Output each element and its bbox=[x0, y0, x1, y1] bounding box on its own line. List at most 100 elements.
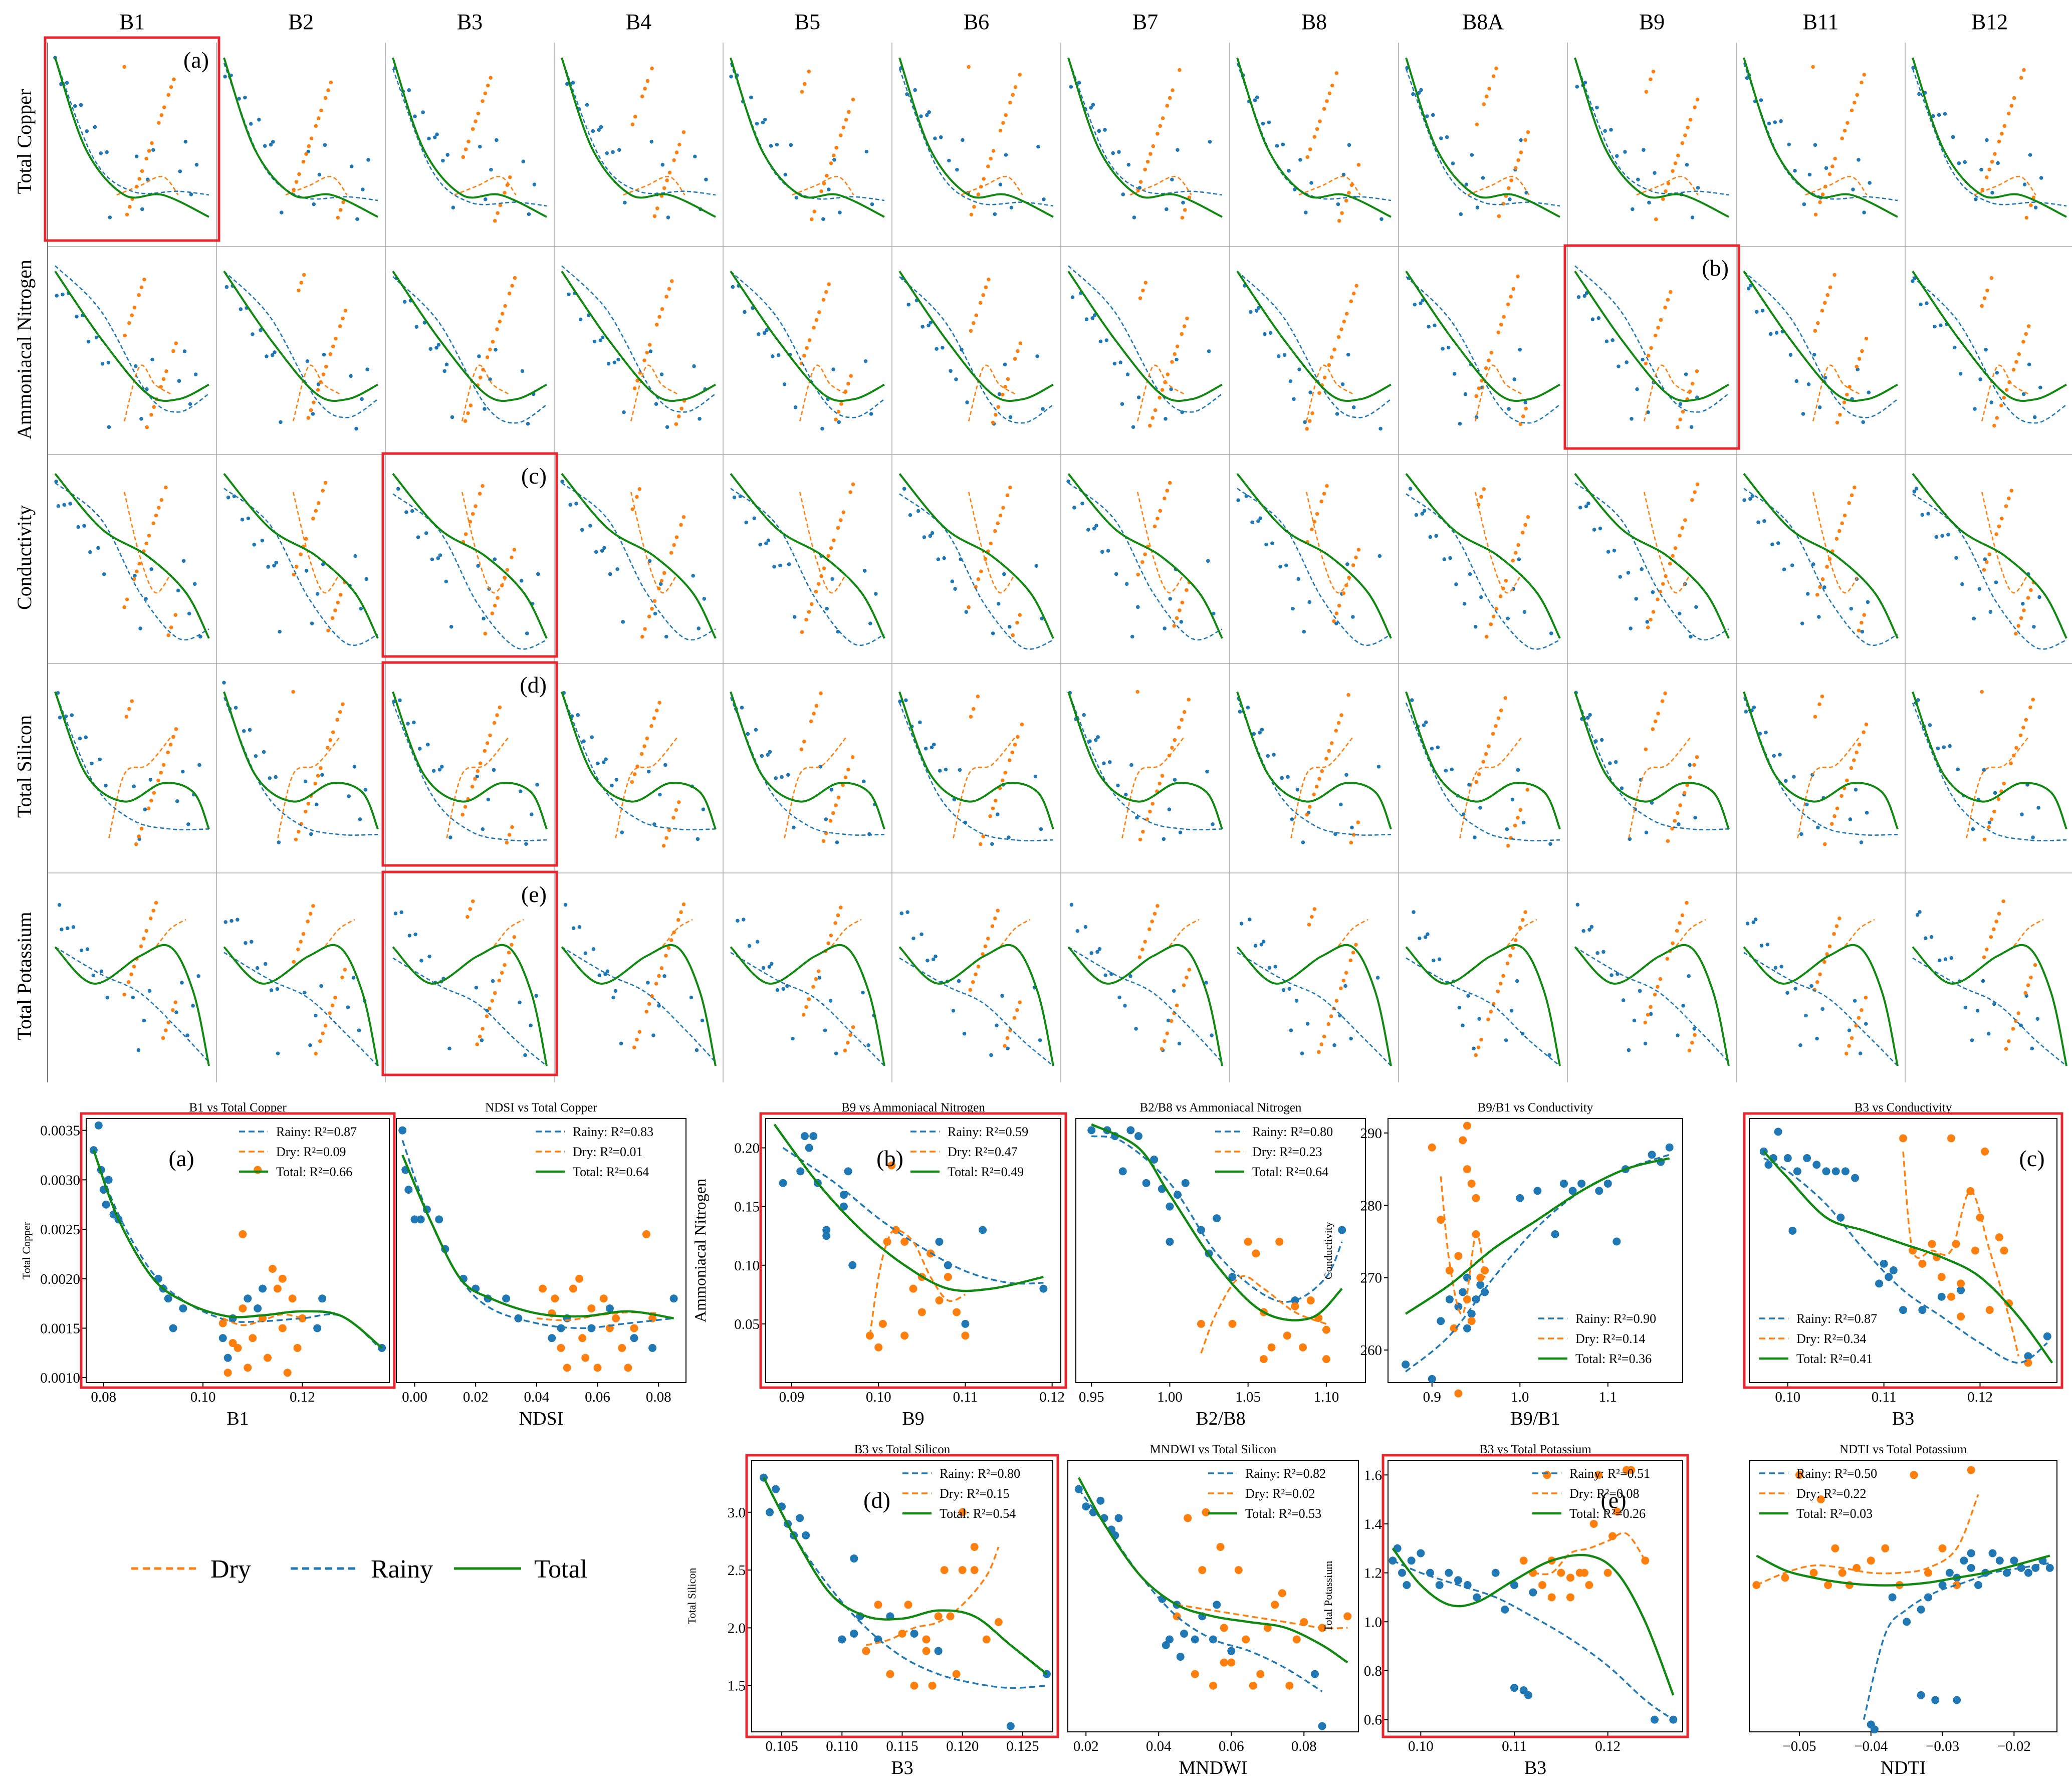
thumbnail-dry-point bbox=[1686, 125, 1690, 130]
dry-point bbox=[1538, 1581, 1546, 1590]
thumbnail-dry-point bbox=[144, 541, 149, 546]
thumbnail-dry-point bbox=[1822, 960, 1826, 964]
dry-point bbox=[278, 1324, 287, 1332]
thumbnail-rainy-point bbox=[1091, 103, 1095, 107]
thumbnail-rainy-point bbox=[274, 775, 278, 779]
thumbnail-rainy-point bbox=[701, 807, 706, 811]
dry-point bbox=[1459, 1136, 1467, 1145]
thumbnail-rainy-point bbox=[529, 1023, 533, 1028]
rainy-point bbox=[848, 1261, 857, 1269]
rainy-point bbox=[1228, 1273, 1237, 1281]
thumbnail-dry-point bbox=[654, 982, 658, 986]
thumbnail-dry-point bbox=[1850, 108, 1854, 113]
x-tick-label: 0.10 bbox=[1408, 1738, 1434, 1754]
thumbnail-rainy-point bbox=[310, 621, 314, 625]
thumbnail-dry-point bbox=[1523, 910, 1527, 915]
thumbnail-rainy-point bbox=[1915, 913, 1920, 917]
thumbnail-dry-point bbox=[1822, 842, 1827, 846]
thumbnail-rainy-curve bbox=[1406, 957, 1560, 1066]
thumbnail-rainy-point bbox=[393, 911, 398, 916]
thumbnail-rainy-point bbox=[908, 513, 912, 517]
thumbnail-dry-point bbox=[1147, 927, 1152, 932]
rainy-point bbox=[1524, 1691, 1532, 1699]
thumbnail-rainy-point bbox=[740, 706, 744, 710]
thumbnail-rainy-point bbox=[1800, 621, 1804, 625]
legend-rainy-text: Rainy: R²=0.87 bbox=[1796, 1311, 1877, 1326]
thumbnail-rainy-point bbox=[1956, 767, 1960, 772]
thumbnail-rainy-point bbox=[1512, 377, 1516, 381]
rainy-point bbox=[2017, 1563, 2025, 1572]
thumbnail-rainy-point bbox=[56, 504, 61, 508]
thumbnail-total-curve bbox=[223, 57, 378, 218]
thumbnail-rainy-point bbox=[1963, 1005, 1968, 1010]
thumbnail-dry-point bbox=[471, 127, 475, 131]
thumbnail-rainy-point bbox=[606, 361, 611, 366]
thumbnail-dry-curve bbox=[968, 364, 1015, 421]
chart-title: NDSI vs Total Copper bbox=[485, 1101, 597, 1114]
thumbnail-rainy-point bbox=[1584, 504, 1588, 509]
thumbnail-dry-point bbox=[844, 118, 848, 122]
thumbnail-plot bbox=[1912, 473, 2067, 650]
thumbnail-rainy-point bbox=[591, 129, 595, 133]
thumbnail-dry-point bbox=[338, 710, 342, 714]
thumbnail-rainy-point bbox=[361, 187, 365, 191]
thumbnail-rainy-point bbox=[1104, 338, 1109, 342]
y-tick-label: 0.8 bbox=[1364, 1663, 1382, 1679]
thumbnail-rainy-point bbox=[998, 182, 1003, 186]
thumbnail-dry-point bbox=[1003, 385, 1008, 389]
rainy-point bbox=[1551, 1230, 1559, 1239]
thumbnail-dry-point bbox=[659, 579, 664, 583]
thumbnail-dry-point bbox=[1158, 781, 1162, 786]
thumbnail-dry-point bbox=[976, 577, 981, 581]
thumbnail-rainy-point bbox=[1926, 512, 1930, 516]
thumbnail-dry-point bbox=[1307, 805, 1312, 809]
thumbnail-dry-point bbox=[1178, 608, 1182, 612]
rainy-point bbox=[1181, 1179, 1190, 1187]
thumbnail-rainy-curve bbox=[561, 482, 716, 641]
thumbnail-rainy-point bbox=[1506, 616, 1510, 621]
thumbnail-dry-point bbox=[174, 727, 178, 731]
thumbnail-rainy-curve bbox=[1912, 493, 2067, 650]
thumbnail-dry-point bbox=[510, 555, 514, 560]
thumbnail-rainy-point bbox=[838, 210, 842, 214]
thumbnail-rainy-point bbox=[1275, 144, 1279, 148]
thumbnail-dry-point bbox=[464, 147, 468, 151]
thumbnail-dry-point bbox=[1643, 1020, 1648, 1025]
thumbnail-rainy-point bbox=[1866, 600, 1870, 604]
thumbnail-dry-point bbox=[1844, 1051, 1849, 1056]
thumbnail-rainy-point bbox=[359, 606, 363, 611]
thumbnail-rainy-curve bbox=[1574, 57, 1729, 196]
thumbnail-dry-point bbox=[1832, 273, 1836, 277]
thumbnail-dry-point bbox=[2014, 746, 2018, 750]
y-axis-label: Total Potassium bbox=[1322, 1561, 1334, 1632]
thumbnail-total-curve bbox=[1236, 944, 1392, 1066]
thumbnail-rainy-point bbox=[1258, 731, 1262, 735]
thumbnail-dry-point bbox=[799, 747, 804, 752]
thumbnail-rainy-point bbox=[1982, 768, 1986, 772]
thumbnail-rainy-point bbox=[191, 1004, 195, 1008]
rainy-fit-curve bbox=[1863, 1562, 2050, 1720]
thumbnail-plot bbox=[1067, 903, 1223, 1066]
thumbnail-rainy-point bbox=[1610, 338, 1615, 342]
thumbnail-rainy-point bbox=[1790, 563, 1794, 567]
thumbnail-dry-point bbox=[1843, 513, 1847, 518]
thumbnail-rainy-point bbox=[834, 1051, 838, 1055]
thumbnail-dry-point bbox=[681, 515, 686, 519]
thumbnail-total-curve bbox=[223, 944, 379, 1066]
thumbnail-dry-point bbox=[1509, 295, 1513, 299]
thumbnail-rainy-point bbox=[1378, 426, 1383, 431]
thumbnail-rainy-point bbox=[1794, 379, 1799, 383]
thumbnail-dry-point bbox=[2029, 203, 2033, 207]
thumbnail-rainy-point bbox=[1973, 407, 1977, 411]
thumbnail-rainy-point bbox=[1509, 1008, 1514, 1013]
thumbnail-rainy-point bbox=[577, 925, 582, 929]
thumbnail-dry-point bbox=[473, 777, 477, 781]
thumbnail-dry-point bbox=[1481, 760, 1486, 764]
thumbnail-rainy-point bbox=[835, 840, 839, 844]
dry-point bbox=[1445, 1266, 1454, 1275]
rainy-point bbox=[244, 1294, 252, 1303]
thumbnail-dry-point bbox=[1185, 316, 1189, 321]
thumbnail-rainy-point bbox=[610, 783, 614, 788]
thumbnail-dry-curve bbox=[123, 492, 171, 594]
